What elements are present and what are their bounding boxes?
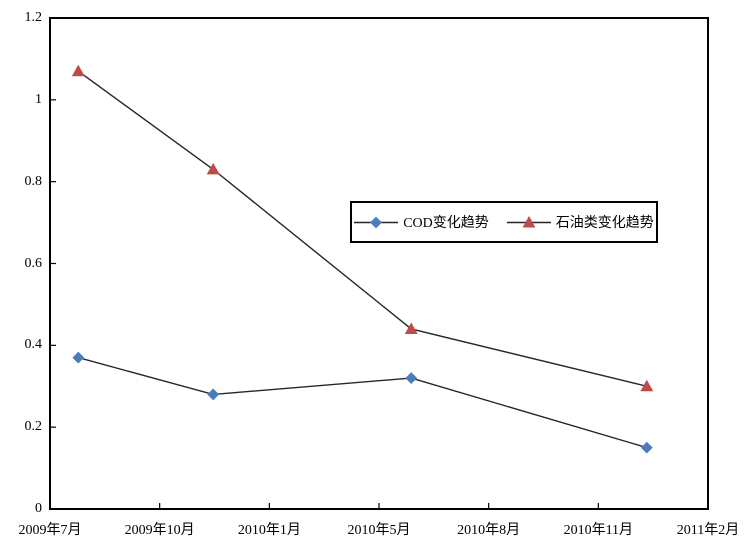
legend-entry: COD变化趋势 — [354, 212, 489, 232]
triangle-legend-key-icon — [506, 215, 551, 227]
y-axis-tick-label: 0.2 — [24, 419, 43, 435]
chart-legend: COD变化趋势 石油类变化趋势 — [350, 201, 658, 243]
x-axis-tick-label: 2011年2月 — [676, 523, 740, 538]
diamond-marker-icon — [207, 388, 220, 401]
x-axis-tick-label: 2010年8月 — [457, 523, 521, 538]
x-axis-tick-label: 2009年10月 — [124, 523, 195, 538]
legend-label: COD变化趋势 — [403, 216, 489, 231]
diamond-legend-key-icon — [354, 216, 399, 228]
triangle-marker-icon — [71, 64, 85, 77]
y-axis-tick-label: 0.4 — [24, 337, 43, 353]
x-axis-tick-label: 2010年5月 — [347, 523, 411, 538]
legend-label: 石油类变化趋势 — [555, 216, 654, 231]
diamond-marker-icon — [405, 372, 418, 384]
triangle-marker-icon — [640, 379, 654, 392]
series-line-cod — [78, 356, 648, 449]
x-axis-tick-label: 2010年11月 — [563, 523, 634, 538]
triangle-marker-icon — [206, 162, 220, 175]
series-line-oil — [77, 70, 647, 387]
x-axis-tick-label: 2010年1月 — [237, 523, 301, 538]
plot-border — [49, 17, 709, 510]
y-axis-tick-label: 1.2 — [24, 10, 43, 25]
y-axis-tick-label: 0.6 — [24, 255, 43, 271]
y-axis-tick-label: 0 — [35, 501, 42, 516]
diamond-marker-icon — [72, 351, 85, 364]
y-axis-tick-label: 1 — [35, 91, 42, 107]
diamond-marker-icon — [640, 441, 653, 454]
y-axis-tick-label: 0.8 — [24, 173, 43, 189]
legend-entry: 石油类变化趋势 — [506, 212, 654, 232]
triangle-marker-icon — [404, 322, 418, 334]
x-axis-tick-label: 2009年7月 — [18, 523, 82, 538]
